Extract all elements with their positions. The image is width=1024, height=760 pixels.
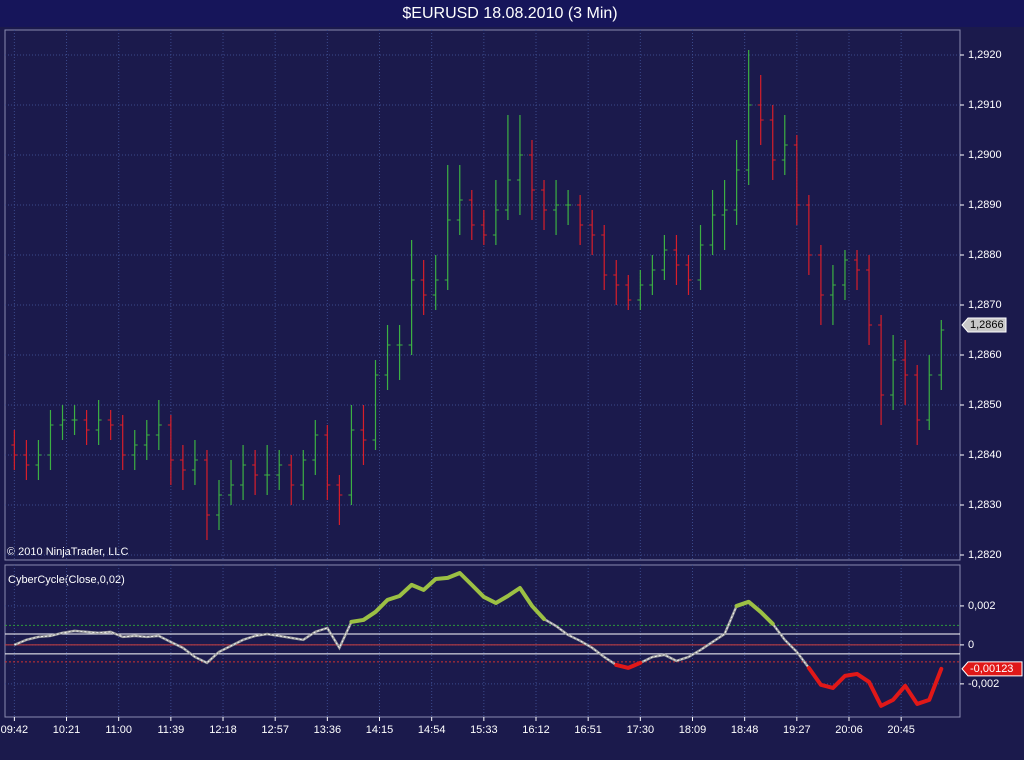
x-tick-label: 16:51 — [574, 724, 602, 736]
x-tick-label: 13:36 — [314, 724, 342, 736]
cycle-highlight — [349, 570, 547, 624]
y-tick-label: 1,2880 — [968, 249, 1002, 261]
x-tick-label: 14:15 — [366, 724, 394, 736]
x-tick-label: 18:48 — [731, 724, 759, 736]
last-price-marker — [961, 317, 1007, 333]
x-tick-label: 14:54 — [418, 724, 446, 736]
x-tick-label: 12:18 — [209, 724, 237, 736]
trigger-line — [14, 572, 942, 707]
y-tick-label: 0 — [968, 639, 974, 651]
indicator-name: CyberCycle(Close,0,02) — [8, 574, 125, 586]
y-tick-label: 1,2900 — [968, 149, 1002, 161]
y-tick-label: 1,2860 — [968, 349, 1002, 361]
x-tick-label: 11:39 — [157, 724, 184, 736]
chart-title: $EURUSD 18.08.2010 (3 Min) — [402, 5, 617, 22]
y-tick-label: 1,2820 — [968, 549, 1002, 561]
y-tick-label: 1,2910 — [968, 99, 1002, 111]
price-panel — [4, 29, 961, 561]
x-tick-label: 17:30 — [627, 724, 655, 736]
x-tick-label: 12:57 — [261, 724, 289, 736]
y-tick-label: 1,2870 — [968, 299, 1002, 311]
last-price-label: 1,2866 — [970, 319, 1004, 331]
cycle-highlight — [806, 665, 944, 708]
x-tick-label: 20:06 — [835, 724, 863, 736]
y-tick-label: 1,2920 — [968, 49, 1002, 61]
x-tick-label: 16:12 — [522, 724, 550, 736]
x-tick-label: 19:27 — [783, 724, 811, 736]
last-value-marker — [961, 661, 1023, 677]
y-tick-label: -0,002 — [968, 678, 999, 690]
cycle-highlight — [734, 599, 775, 626]
x-tick-label: 20:45 — [887, 724, 915, 736]
title-bar — [0, 0, 1024, 27]
x-tick-label: 15:33 — [470, 724, 498, 736]
y-tick-label: 1,2830 — [968, 499, 1002, 511]
x-tick-label: 10:21 — [53, 724, 81, 736]
last-value-label: -0,00123 — [970, 663, 1013, 675]
cycle-highlight — [614, 660, 643, 670]
x-tick-label: 11:00 — [105, 724, 132, 736]
copyright: © 2010 NinjaTrader, LLC — [7, 546, 128, 558]
x-tick-label: 09:42 — [1, 724, 29, 736]
y-tick-label: 1,2850 — [968, 399, 1002, 411]
x-tick-label: 18:09 — [679, 724, 707, 736]
y-tick-label: 1,2890 — [968, 199, 1002, 211]
y-tick-label: 1,2840 — [968, 449, 1002, 461]
indicator-panel — [4, 564, 961, 718]
y-tick-label: 0,002 — [968, 600, 996, 612]
